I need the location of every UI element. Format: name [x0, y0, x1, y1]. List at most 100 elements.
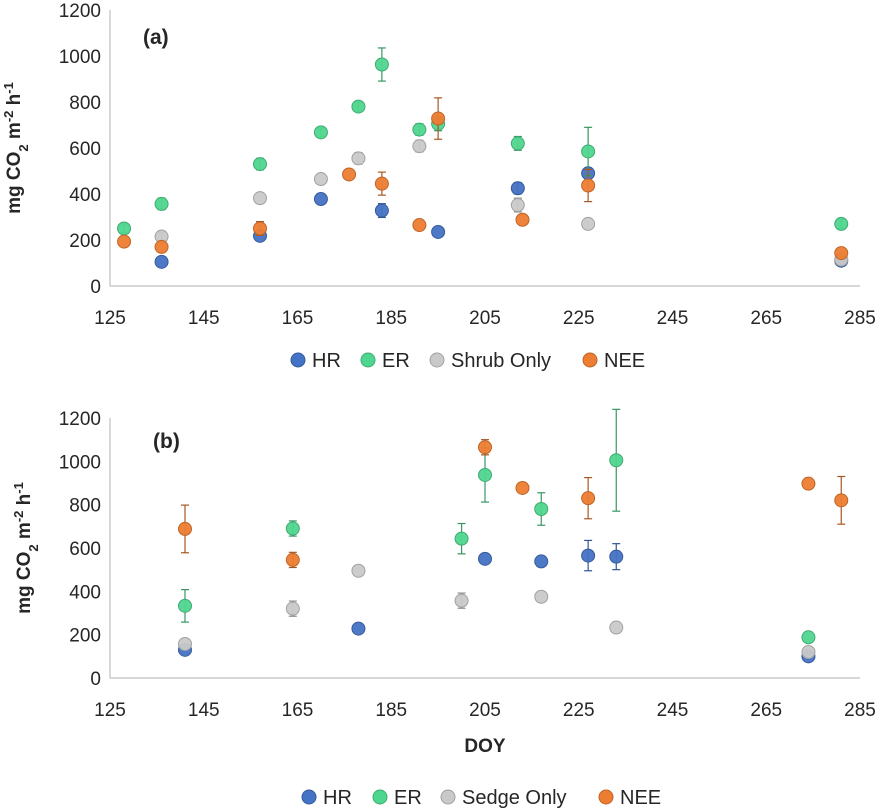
y-axis-label: mg CO2 m-2 h-1 — [11, 482, 41, 614]
data-point — [609, 549, 624, 564]
y-tick-label: 0 — [90, 669, 101, 690]
data-point — [834, 216, 849, 231]
x-tick-label: 125 — [94, 308, 126, 329]
data-point — [412, 139, 427, 154]
x-tick-label: 285 — [844, 308, 876, 329]
data-point — [313, 172, 328, 187]
y-tick-label: 800 — [69, 496, 101, 517]
series-nee — [117, 97, 849, 261]
data-point — [374, 57, 389, 72]
data-point — [581, 548, 596, 563]
data-point — [534, 554, 549, 569]
legend-label: Shrub Only — [451, 350, 551, 372]
data-point — [351, 621, 366, 636]
series-er — [117, 47, 849, 236]
chart-panel-b: 0 200 400 600 800 1000 1200 125 145 165 185 205 225 2… — [11, 408, 876, 809]
x-tick-label: 185 — [375, 308, 407, 329]
legend-label: NEE — [620, 787, 661, 809]
data-point — [478, 440, 492, 455]
data-point — [178, 598, 192, 613]
data-point — [454, 531, 469, 546]
legend-marker — [290, 352, 306, 368]
data-point — [609, 620, 624, 635]
y-axis-label-part: mg CO — [4, 152, 25, 214]
legend-marker — [598, 789, 614, 805]
data-point — [351, 563, 366, 578]
data-point — [178, 636, 192, 651]
x-tick-label: 225 — [563, 700, 595, 721]
data-point — [253, 157, 267, 172]
x-tick-label: 205 — [469, 308, 501, 329]
y-tick-label: 800 — [69, 93, 101, 114]
y-axis-label-part: -1 — [1, 82, 16, 94]
y-axis-label-part: -1 — [11, 482, 26, 494]
y-tick-label: 0 — [90, 277, 101, 298]
data-point — [801, 645, 816, 659]
data-point — [478, 551, 492, 566]
x-tick-label: 265 — [750, 308, 782, 329]
legend-marker — [360, 352, 376, 368]
data-point — [510, 198, 525, 213]
y-axis-label-part: m — [14, 522, 35, 544]
x-axis-label: DOY — [464, 736, 506, 757]
legend-marker — [440, 789, 456, 805]
series-er — [178, 408, 816, 645]
data-point — [154, 254, 169, 269]
data-point — [154, 196, 169, 211]
y-axis-label: mg CO2 m-2 h-1 — [1, 82, 31, 214]
data-point — [253, 191, 267, 206]
legend: HR ER Sedge Only NEE — [301, 787, 661, 809]
data-point — [374, 203, 389, 218]
series-nee — [178, 439, 849, 569]
legend-label: ER — [382, 350, 410, 372]
data-point — [285, 552, 300, 567]
data-point — [609, 453, 624, 468]
data-point — [834, 493, 849, 508]
data-point — [431, 224, 446, 239]
data-point — [834, 246, 849, 261]
legend-label: Sedge Only — [462, 787, 567, 809]
data-point — [342, 167, 357, 182]
x-tick-label: 245 — [657, 308, 689, 329]
x-tick-label: 205 — [469, 700, 501, 721]
data-point — [534, 589, 549, 604]
y-axis-label-part: 2 — [16, 144, 31, 151]
legend-label: ER — [394, 787, 422, 809]
data-point — [412, 218, 427, 233]
legend-marker — [372, 789, 388, 805]
data-point — [581, 216, 596, 231]
data-point — [412, 122, 427, 137]
y-tick-label: 600 — [69, 539, 101, 560]
data-point — [351, 99, 366, 114]
series-sedge-only — [178, 563, 816, 659]
data-point — [581, 144, 596, 159]
data-point — [454, 593, 469, 608]
data-point — [253, 221, 267, 236]
x-tick-label: 185 — [375, 700, 407, 721]
data-point — [285, 521, 300, 536]
series-hr — [178, 539, 816, 664]
x-tick-label: 285 — [844, 700, 876, 721]
x-tick-label: 245 — [657, 700, 689, 721]
series-shrub-only — [154, 139, 849, 267]
data-point — [510, 181, 525, 196]
data-point — [313, 125, 328, 140]
y-axis-label-part: -2 — [1, 111, 16, 123]
y-axis-label-part: m — [4, 122, 25, 144]
data-point — [374, 176, 389, 191]
y-tick-label: 1200 — [59, 1, 101, 22]
data-point — [515, 212, 530, 227]
data-point — [313, 192, 328, 207]
data-point — [117, 234, 132, 249]
y-tick-label: 400 — [69, 185, 101, 206]
x-tick-label: 145 — [188, 308, 220, 329]
panel-label: (b) — [153, 430, 180, 453]
data-point — [285, 601, 300, 616]
legend-label: NEE — [604, 350, 645, 372]
y-tick-label: 1200 — [59, 409, 101, 430]
panel-label: (a) — [143, 26, 169, 49]
y-axis-label-part: h — [4, 94, 25, 111]
data-point — [478, 467, 492, 482]
data-point — [510, 136, 525, 151]
